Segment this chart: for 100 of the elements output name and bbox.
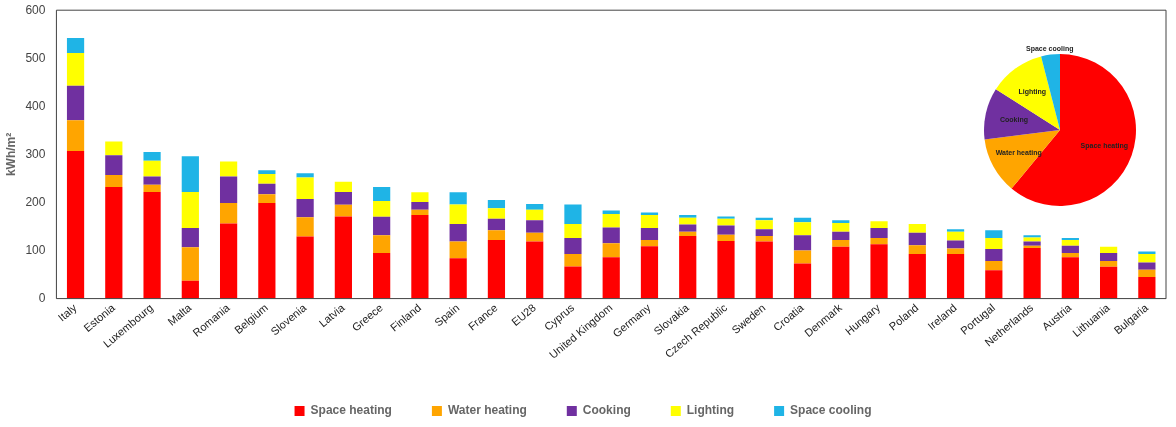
bar [449, 241, 467, 259]
bar [334, 191, 352, 205]
bar [793, 217, 812, 223]
bar [946, 240, 965, 249]
bar [296, 177, 314, 200]
bar [870, 238, 888, 245]
bar [181, 191, 199, 228]
bar [258, 202, 276, 299]
x-tick-label: Italy [55, 300, 80, 324]
bar [373, 216, 391, 236]
bar [526, 232, 544, 242]
bar [66, 120, 85, 152]
y-axis-title: kWh/m² [3, 132, 18, 177]
bar [793, 222, 812, 236]
bar [1100, 261, 1118, 267]
y-tick-label: 300 [25, 146, 46, 161]
bar [296, 173, 314, 178]
y-tick-label: 200 [25, 194, 46, 209]
bar [143, 191, 161, 299]
bar [1100, 266, 1118, 299]
bar [411, 214, 429, 299]
legend-label: Space cooling [790, 403, 872, 418]
bar [105, 155, 123, 176]
bar [1100, 246, 1118, 253]
bar [564, 224, 582, 239]
bar [258, 183, 276, 195]
y-tick-label: 500 [25, 50, 46, 65]
bar [219, 202, 238, 224]
bar [66, 38, 85, 53]
bar [143, 151, 161, 161]
bar [143, 184, 161, 192]
bar [66, 151, 85, 299]
bar [449, 192, 467, 205]
bar [870, 244, 888, 299]
bar [564, 204, 582, 225]
bar [258, 174, 276, 184]
bar [564, 266, 582, 299]
bar [526, 241, 544, 299]
bar [870, 221, 888, 228]
bar [717, 225, 735, 235]
bar [793, 263, 812, 299]
bar [66, 52, 85, 86]
bar [1023, 241, 1041, 246]
bar [373, 252, 391, 299]
bar [487, 208, 506, 219]
bar [1138, 251, 1156, 254]
bar [946, 231, 965, 241]
bar [296, 217, 314, 237]
legend-label: Space heating [310, 403, 392, 418]
bar [946, 248, 965, 254]
bar [181, 280, 199, 299]
bar [105, 187, 123, 299]
bar [985, 238, 1003, 250]
bar [717, 240, 735, 299]
bar [908, 253, 926, 299]
bar [985, 249, 1003, 262]
bar [1023, 235, 1041, 238]
bar [526, 203, 544, 210]
bar [296, 199, 314, 218]
bar [258, 170, 276, 175]
y-tick-label: 100 [25, 242, 46, 257]
bar [181, 156, 199, 192]
bar [755, 229, 773, 237]
bar [908, 232, 926, 246]
bar [526, 209, 544, 221]
legend-label: Cooking [582, 403, 631, 418]
y-tick-label: 400 [25, 98, 46, 113]
bar [1061, 245, 1079, 253]
bar [526, 220, 544, 233]
bar [679, 224, 697, 232]
bar [105, 141, 123, 156]
bar [449, 258, 467, 299]
bar [334, 216, 352, 299]
bar [219, 223, 238, 299]
bar [640, 214, 659, 228]
bar [946, 253, 965, 299]
bar [219, 176, 238, 203]
bar [832, 246, 850, 299]
bar [832, 239, 850, 247]
bar [602, 213, 620, 228]
legend-label: Lighting [686, 403, 735, 418]
bar [373, 187, 391, 202]
bar [908, 224, 926, 233]
bar [334, 181, 352, 192]
bar [640, 246, 659, 299]
bar [1138, 269, 1156, 277]
bar [985, 261, 1003, 271]
bar [143, 160, 161, 177]
bar [181, 247, 199, 281]
y-tick-label: 600 [25, 2, 46, 17]
bar [946, 229, 965, 232]
bar [1061, 239, 1079, 246]
bar [717, 218, 735, 226]
bar [1138, 262, 1156, 270]
bar [258, 194, 276, 203]
bar [1023, 248, 1041, 299]
bar [1061, 257, 1079, 299]
bar [143, 176, 161, 185]
bar [373, 235, 391, 253]
bar [66, 85, 85, 121]
